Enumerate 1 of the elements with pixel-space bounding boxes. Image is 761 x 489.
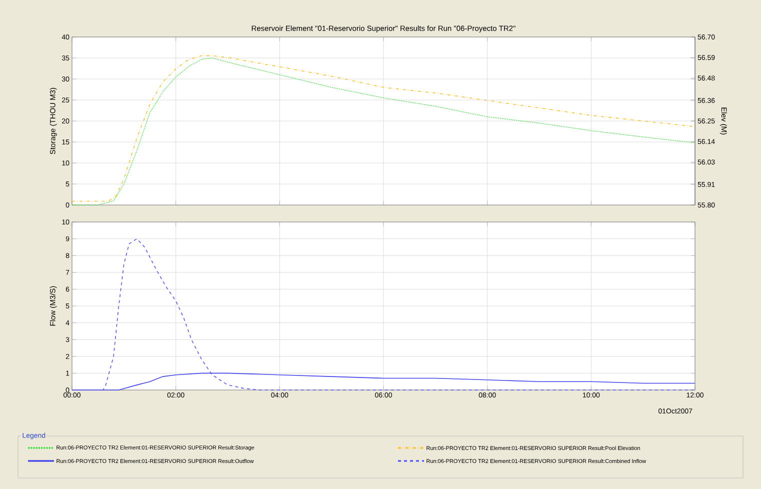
line-series (72, 238, 696, 390)
